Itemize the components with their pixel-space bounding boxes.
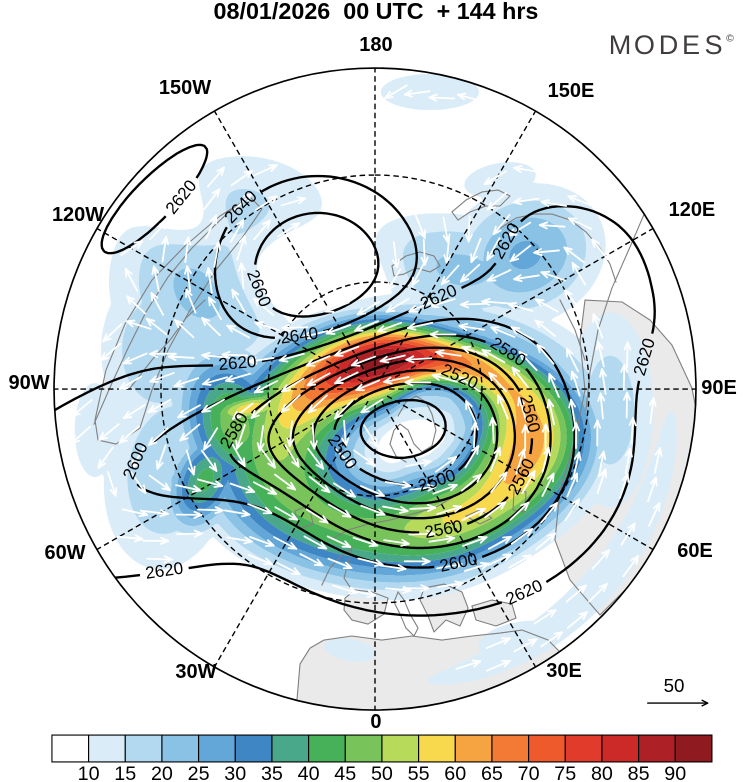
svg-text:20: 20 xyxy=(151,763,173,782)
svg-text:85: 85 xyxy=(628,763,650,782)
svg-text:60E: 60E xyxy=(677,540,713,562)
svg-text:O: O xyxy=(634,29,655,60)
svg-text:2620: 2620 xyxy=(218,352,258,374)
svg-text:M: M xyxy=(609,29,632,60)
svg-text:120E: 120E xyxy=(669,199,716,221)
svg-text:65: 65 xyxy=(481,763,503,782)
svg-text:120W: 120W xyxy=(52,204,104,226)
svg-text:D: D xyxy=(659,29,679,60)
svg-text:55: 55 xyxy=(408,763,430,782)
svg-text:40: 40 xyxy=(298,763,320,782)
svg-text:45: 45 xyxy=(334,763,356,782)
svg-text:0: 0 xyxy=(370,711,381,733)
svg-text:©: © xyxy=(726,34,734,45)
svg-text:08/01/2026 00 UTC + 144 hrs: 08/01/2026 00 UTC + 144 hrs xyxy=(214,0,539,24)
svg-text:70: 70 xyxy=(518,763,540,782)
svg-text:60: 60 xyxy=(444,763,466,782)
svg-text:30: 30 xyxy=(224,763,246,782)
svg-text:90: 90 xyxy=(664,763,686,782)
svg-text:35: 35 xyxy=(261,763,283,782)
svg-text:50: 50 xyxy=(371,763,393,782)
svg-text:E: E xyxy=(682,29,700,60)
svg-text:75: 75 xyxy=(554,763,576,782)
svg-text:150W: 150W xyxy=(159,77,211,99)
svg-text:150E: 150E xyxy=(548,80,595,102)
svg-text:80: 80 xyxy=(591,763,613,782)
svg-text:30W: 30W xyxy=(175,661,216,683)
svg-text:60W: 60W xyxy=(44,542,85,564)
svg-text:90W: 90W xyxy=(8,372,49,394)
svg-text:90E: 90E xyxy=(701,377,737,399)
svg-text:25: 25 xyxy=(188,763,210,782)
svg-text:50: 50 xyxy=(664,675,685,696)
svg-text:15: 15 xyxy=(114,763,136,782)
svg-text:10: 10 xyxy=(78,763,100,782)
svg-text:30E: 30E xyxy=(546,660,582,682)
svg-text:180: 180 xyxy=(359,34,392,56)
svg-text:2640: 2640 xyxy=(279,324,319,348)
svg-text:S: S xyxy=(704,29,722,60)
